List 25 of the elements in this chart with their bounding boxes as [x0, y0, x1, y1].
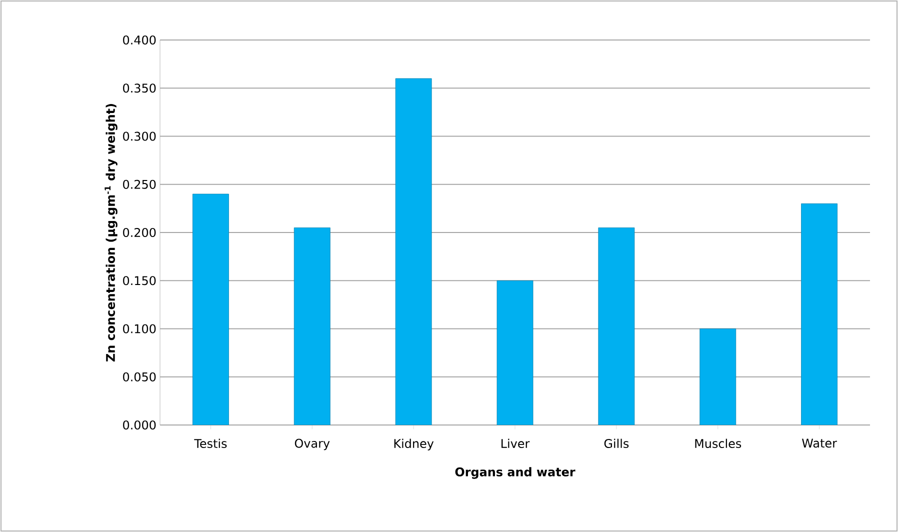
y-tick-label: 0.050 — [123, 372, 156, 382]
bar — [496, 280, 534, 425]
y-tick-label: 0.250 — [123, 180, 156, 189]
bar — [395, 78, 432, 425]
bar — [801, 203, 838, 425]
bar — [192, 194, 229, 425]
y-axis-title: Zn concentration (µg.gm$^{-1}$ dry weight) — [104, 104, 118, 362]
x-tick-label: Ovary — [294, 438, 330, 450]
y-tick-label: 0.350 — [123, 84, 156, 93]
y-tick-label: 0.150 — [123, 276, 156, 286]
y-tick-label: 0.000 — [123, 420, 156, 430]
x-tick-label: Water — [802, 438, 837, 448]
x-tick-label: Testis — [194, 438, 227, 448]
bar — [294, 227, 330, 425]
x-tick-label: Muscles — [695, 438, 742, 448]
y-tick-label: 0.300 — [123, 132, 156, 141]
x-tick-label: Gills — [604, 438, 629, 448]
x-tick-label: Liver — [502, 438, 530, 448]
y-tick-label: 0.400 — [123, 35, 156, 45]
y-tick-label: 0.100 — [123, 324, 156, 334]
x-axis-title: Organs and water — [455, 467, 576, 479]
bar — [700, 328, 736, 425]
y-tick-label: 0.200 — [123, 228, 156, 238]
bar — [598, 227, 635, 425]
x-tick-label: Kidney — [394, 438, 434, 450]
